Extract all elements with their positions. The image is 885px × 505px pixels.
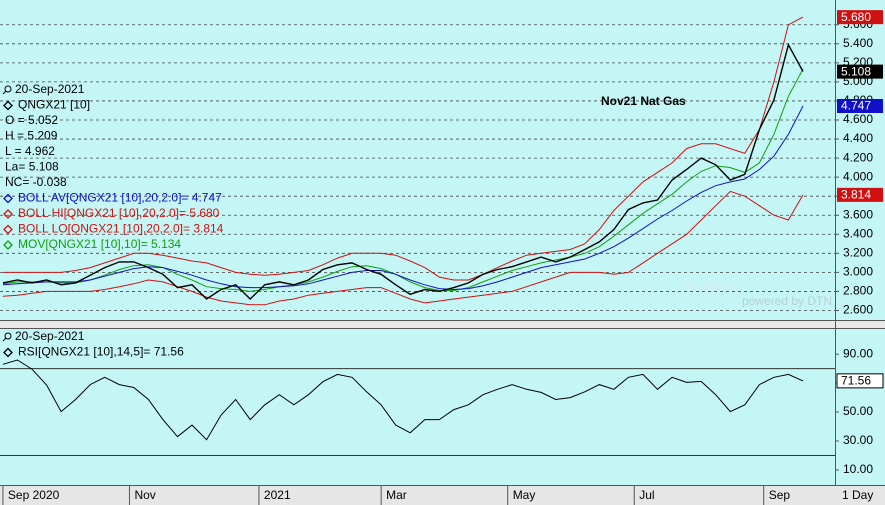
legend-label: RSI[QNGX21 [10],14,5]= 71.56 bbox=[18, 345, 184, 359]
legend-icon bbox=[3, 224, 13, 235]
x-tick-label: Nov bbox=[134, 488, 155, 502]
legend-icon bbox=[3, 347, 13, 358]
watermark: ProphetX bbox=[685, 280, 738, 294]
info-line: La= 5.108 bbox=[5, 160, 59, 174]
x-tick-label: Mar bbox=[386, 488, 407, 502]
last-value-box bbox=[836, 373, 884, 389]
y-tick-label: 3.000 bbox=[843, 265, 873, 279]
y-tick-label: 4.600 bbox=[843, 112, 873, 126]
last-value-label: 3.814 bbox=[841, 188, 871, 202]
period-label: 1 Day bbox=[842, 488, 873, 502]
y-tick-label: 90.00 bbox=[843, 346, 873, 360]
info-date: 20-Sep-2021 bbox=[15, 329, 85, 343]
series-line bbox=[2, 42, 804, 300]
series-line bbox=[2, 359, 804, 441]
watermark-sub: powered by DTN bbox=[742, 294, 832, 308]
x-tick-label: Sep bbox=[769, 488, 791, 502]
series-line bbox=[2, 105, 804, 291]
last-value-box bbox=[837, 187, 883, 202]
legend-label: QNGX21 [10] bbox=[18, 98, 90, 112]
chart-title: Nov21 Nat Gas bbox=[601, 94, 686, 108]
legend-icon bbox=[3, 193, 13, 204]
series-line bbox=[2, 190, 804, 306]
search-icon bbox=[2, 90, 7, 95]
y-tick-label: 3.200 bbox=[843, 246, 873, 260]
x-tick-label: 2021 bbox=[264, 488, 291, 502]
y-tick-label: 4.000 bbox=[843, 169, 873, 183]
y-tick-label: 2.800 bbox=[843, 284, 873, 298]
last-value-label: 5.680 bbox=[841, 10, 871, 24]
y-tick-label: 50.00 bbox=[843, 404, 873, 418]
x-axis-band bbox=[0, 486, 885, 505]
legend-label: BOLL AV[QNGX21 [10],20,2.0]= 4.747 bbox=[18, 191, 222, 205]
info-line: L = 4.962 bbox=[5, 144, 55, 158]
x-tick-label: Sep 2020 bbox=[8, 488, 60, 502]
x-tick-label: Jul bbox=[639, 488, 654, 502]
y-tick-label: 5.400 bbox=[843, 36, 873, 50]
series-line bbox=[2, 68, 804, 292]
last-value-box bbox=[837, 10, 883, 25]
y-tick-label: 30.00 bbox=[843, 433, 873, 447]
last-value-label: 5.108 bbox=[841, 64, 871, 78]
legend-label: MOV[QNGX21 [10],10]= 5.134 bbox=[18, 237, 181, 251]
y-tick-label: 10.00 bbox=[843, 462, 873, 476]
legend-label: BOLL LO[QNGX21 [10],20,2.0]= 3.814 bbox=[18, 222, 224, 236]
y-tick-label: 4.400 bbox=[843, 131, 873, 145]
legend-label: BOLL HI[QNGX21 [10],20,2.0]= 5.680 bbox=[18, 206, 220, 220]
info-line: NC= -0.038 bbox=[5, 175, 67, 189]
info-line: H = 5.209 bbox=[5, 129, 58, 143]
y-tick-label: 2.600 bbox=[843, 303, 873, 317]
last-value-box bbox=[837, 99, 883, 113]
search-icon bbox=[4, 332, 12, 340]
panel-gap bbox=[0, 321, 885, 329]
series-line bbox=[2, 16, 804, 281]
info-line: O = 5.052 bbox=[5, 113, 58, 127]
info-date: 20-Sep-2021 bbox=[15, 82, 85, 96]
last-value-label: 4.747 bbox=[841, 99, 871, 113]
search-icon bbox=[4, 85, 12, 93]
legend-icon bbox=[3, 240, 13, 250]
last-value-box bbox=[837, 64, 883, 79]
search-icon bbox=[2, 337, 7, 342]
legend-icon bbox=[3, 100, 13, 111]
y-tick-label: 4.200 bbox=[843, 150, 873, 164]
last-value-label: 71.56 bbox=[841, 374, 871, 388]
x-tick-label: May bbox=[513, 488, 536, 502]
legend-icon bbox=[3, 209, 13, 219]
y-tick-label: 3.400 bbox=[843, 226, 873, 240]
y-tick-label: 3.600 bbox=[843, 207, 873, 221]
